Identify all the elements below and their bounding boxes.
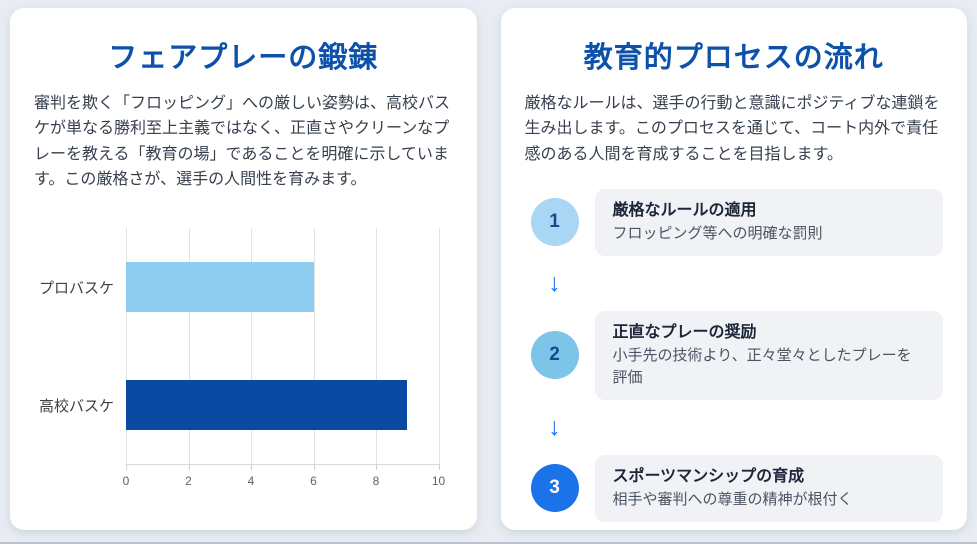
chart-bar xyxy=(126,262,314,313)
chart-gridline xyxy=(376,228,377,465)
chart-plot-area xyxy=(126,228,440,471)
chart-tick-mark xyxy=(188,464,190,471)
step-number-badge: 3 xyxy=(530,464,579,513)
chart-x-tick-label: 10 xyxy=(431,474,446,489)
chart-gridline xyxy=(313,228,315,465)
step-row-1: 1 厳格なルールの適用 フロッピング等への明確な罰則 xyxy=(525,188,943,256)
step-subtitle: フロッピング等への明確な罰則 xyxy=(612,225,823,243)
step-subtitle: 相手や審判への尊重の精神が根付く xyxy=(612,491,853,509)
chart-tick-mark xyxy=(376,464,377,471)
chart-tick-mark xyxy=(251,464,252,471)
chart-x-axis: 0 2 4 6 8 10 xyxy=(122,465,446,493)
chart-y-label: 高校バスケ xyxy=(38,398,114,416)
step-number-badge: 1 xyxy=(530,198,579,247)
step-title: 厳格なルールの適用 xyxy=(612,201,757,219)
step-card-3: スポーツマンシップの育成 相手や審判への尊重の精神が根付く xyxy=(594,454,943,522)
chart-tick-mark xyxy=(438,464,440,471)
right-card-title: 教育的プロセスの流れ xyxy=(583,42,884,74)
step-card-1: 厳格なルールの適用 フロッピング等への明確な罰則 xyxy=(594,188,943,256)
chart-tick-mark xyxy=(313,464,315,471)
fairplay-card: フェアプレーの鍛錬 審判を欺く「フロッピング」への厳しい姿勢は、高校バスケが単な… xyxy=(10,8,477,530)
chart-tick-mark xyxy=(126,464,127,471)
chart-x-tick-label: 8 xyxy=(372,474,380,489)
left-card-title: フェアプレーの鍛錬 xyxy=(108,42,379,74)
arrow-down-icon: ↓ xyxy=(548,268,561,297)
arrow-down-icon: ↓ xyxy=(548,412,561,441)
chart-x-tick-label: 0 xyxy=(122,474,130,489)
chart-y-label: プロバスケ xyxy=(38,279,114,297)
step-row-3: 3 スポーツマンシップの育成 相手や審判への尊重の精神が根付く xyxy=(525,454,943,522)
step-row-2: 2 正直なプレーの奨励 小手先の技術より、正々堂々としたプレーを評価 xyxy=(525,310,943,400)
chart-x-tick-label: 2 xyxy=(185,474,192,489)
chart-gridline xyxy=(251,228,252,465)
chart-gridline xyxy=(126,228,127,465)
chart-x-tick-label: 4 xyxy=(247,474,255,489)
chart-gridline xyxy=(438,228,440,465)
fairplay-bar-chart: プロバスケ高校バスケ 0 2 4 6 8 10 xyxy=(34,228,453,493)
step-number-badge: 2 xyxy=(530,331,579,380)
chart-bar xyxy=(126,380,408,431)
step-title: スポーツマンシップの育成 xyxy=(612,467,805,485)
left-card-description: 審判を欺く「フロッピング」への厳しい姿勢は、高校バスケが単なる勝利至上主義ではな… xyxy=(34,95,451,188)
chart-gridline xyxy=(188,228,190,465)
step-title: 正直なプレーの奨励 xyxy=(612,323,757,341)
step-card-2: 正直なプレーの奨励 小手先の技術より、正々堂々としたプレーを評価 xyxy=(594,310,943,400)
process-card: 教育的プロセスの流れ 厳格なルールは、選手の行動と意識にポジティブな連鎖を生み出… xyxy=(500,8,967,530)
right-card-description: 厳格なルールは、選手の行動と意識にポジティブな連鎖を生み出します。このプロセスを… xyxy=(524,95,940,163)
step-subtitle: 小手先の技術より、正々堂々としたプレーを評価 xyxy=(612,347,912,387)
chart-x-tick-label: 6 xyxy=(310,474,317,489)
process-steps: 1 厳格なルールの適用 フロッピング等への明確な罰則 ↓ 2 正直なプレーの奨励… xyxy=(525,188,943,522)
chart-axis-spacer xyxy=(34,465,126,493)
chart-y-labels: プロバスケ高校バスケ xyxy=(34,228,126,465)
